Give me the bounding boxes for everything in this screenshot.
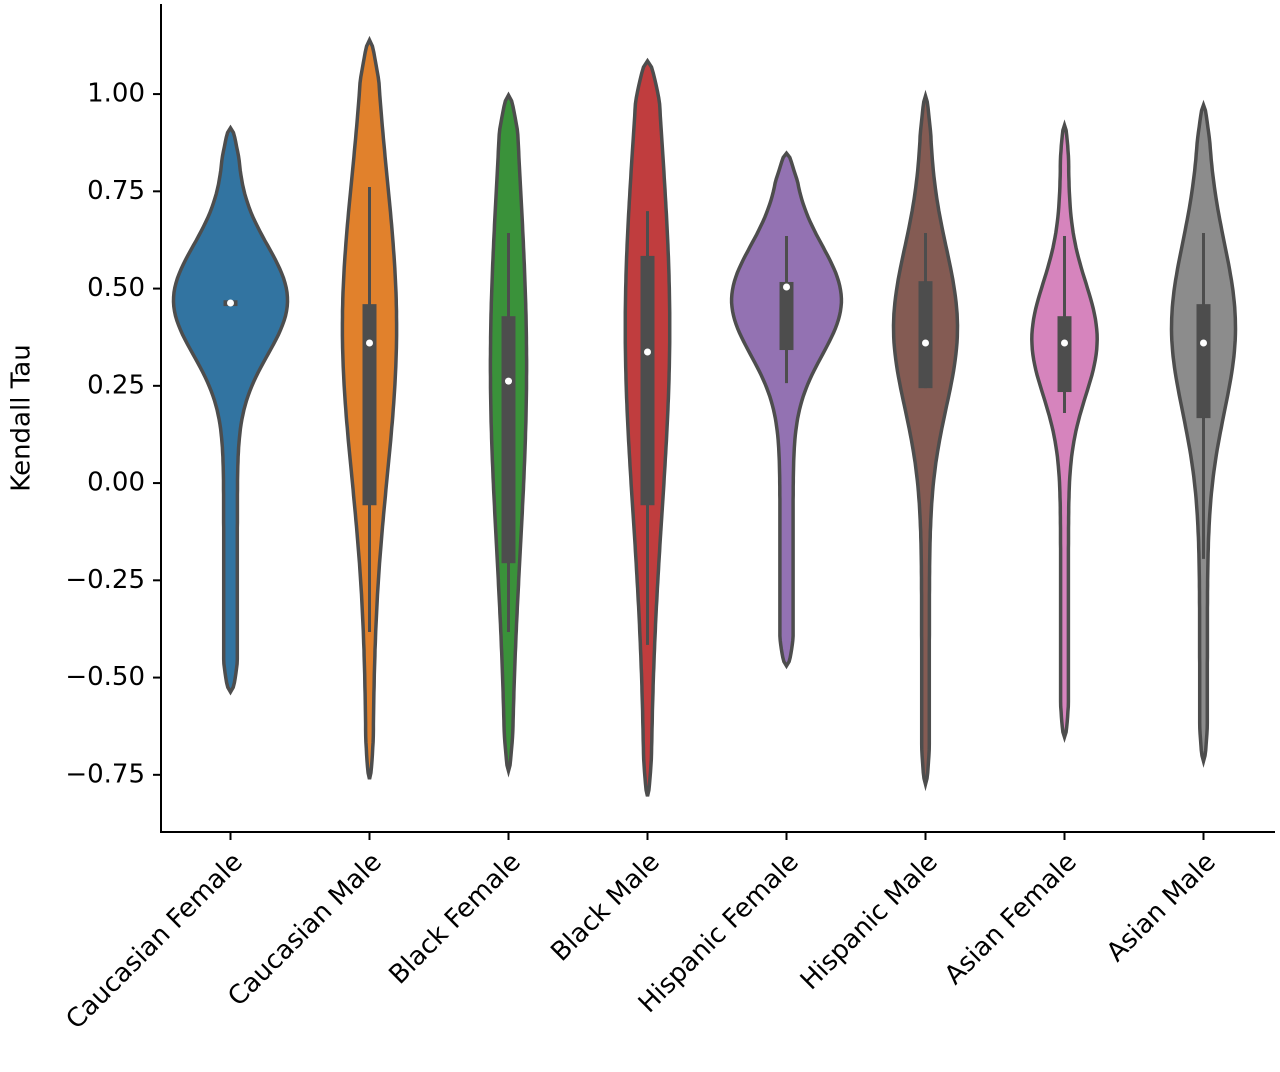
y-tick-label: 0.75 [87,176,145,206]
y-tick-label: 1.00 [87,79,145,109]
median [227,299,234,307]
median [366,339,373,347]
box [1196,304,1211,419]
median [1200,339,1207,347]
y-tick-label: 0.50 [87,273,145,303]
x-tick-label: Hispanic Male [795,847,944,996]
median [922,339,929,347]
x-tick-label: Caucasian Male [222,847,387,1012]
violin-body [171,124,290,696]
y-tick-label: 0.25 [87,370,145,400]
box [640,255,655,506]
box [362,304,377,506]
median [505,377,512,385]
x-tick-label: Caucasian Female [60,847,248,1035]
box [918,281,933,389]
y-tick-label: −0.75 [65,759,145,789]
x-tick-label: Asian Male [1101,847,1222,968]
box [1057,316,1072,393]
y-tick-label: 0.00 [87,468,145,498]
median [1061,339,1068,347]
x-tick-label: Asian Female [939,847,1083,991]
x-tick-label: Black Male [545,847,665,967]
y-tick-label: −0.25 [65,565,145,595]
median [644,348,651,356]
x-tick-label: Black Female [383,847,526,990]
box [501,316,516,564]
y-tick-label: −0.50 [65,662,145,692]
median [783,283,790,291]
y-axis-label: Kendall Tau [7,344,37,491]
violin-body [891,89,960,792]
violin-body [729,150,844,670]
violin-body [1030,119,1099,743]
box [779,281,794,351]
